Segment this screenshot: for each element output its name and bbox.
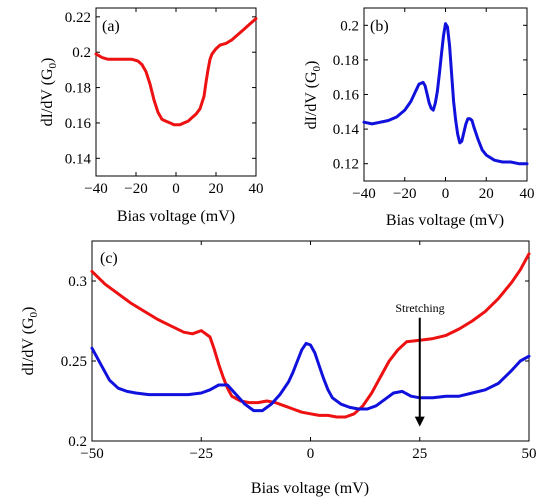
panel-a-xtick-label: 20 xyxy=(209,181,224,197)
panel-a-ylabel-close: ) xyxy=(39,58,56,63)
panel-b-ytick-label: 0.14 xyxy=(333,122,360,138)
panel-a: −40 −20 0 20 40 0.14 0.16 0.18 0.2 0.22 (a) Bias … xyxy=(39,7,264,225)
panel-a-frame xyxy=(95,7,257,177)
panel-b-label: (b) xyxy=(370,18,389,35)
panel-c-series-0-line xyxy=(90,252,531,419)
panel-b-ylabel-sub: 0 xyxy=(311,65,323,71)
panel-b-ylabel-main: dI/dV (G xyxy=(303,71,320,129)
panel-c: −50 −25 0 25 50 0.2 0.25 0.3 (c) Bias voltage (… xyxy=(20,240,537,497)
panel-c-xtick-label: 0 xyxy=(307,446,315,462)
panel-a-ytick-label: 0.22 xyxy=(65,10,91,26)
panel-a-xtick-label: 40 xyxy=(249,181,264,197)
panel-c-label: (c) xyxy=(100,250,118,267)
panel-c-series-1-line xyxy=(90,341,531,413)
panel-c-ylabel: dI/dV (G0) xyxy=(20,307,40,376)
panel-a-xtick-label: −20 xyxy=(124,181,147,197)
panel-b-xtick-label: −40 xyxy=(352,186,375,202)
panel-b-ylabel: dI/dV (G0) xyxy=(303,61,323,130)
panel-a-label: (a) xyxy=(102,18,120,35)
panel-c-ytick-label: 0.25 xyxy=(61,354,87,370)
panel-c-xtick-label: −50 xyxy=(80,446,103,462)
panel-c-xtick-label: 50 xyxy=(522,446,537,462)
panel-c-xlabel: Bias voltage (mV) xyxy=(251,480,369,497)
panel-c-series xyxy=(90,252,531,419)
panel-a-xtick-label: 0 xyxy=(172,181,180,197)
panel-b-series-0-line xyxy=(362,22,529,166)
panel-a-ytick-label: 0.2 xyxy=(72,45,91,61)
panel-b-ticks: −40 −20 0 20 40 0.12 0.14 0.16 0.18 0.2 xyxy=(333,8,535,202)
panel-a-ytick-label: 0.14 xyxy=(65,151,92,167)
panel-b-ytick-label: 0.18 xyxy=(333,53,359,69)
panel-a-ytick-label: 0.16 xyxy=(65,116,92,132)
panel-b-ytick-label: 0.2 xyxy=(340,18,359,34)
panel-c-ytick-label: 0.3 xyxy=(68,274,87,290)
panel-c-xtick-label: 25 xyxy=(412,446,427,462)
panel-b-ylabel-close: ) xyxy=(303,61,320,66)
panel-c-ytick-label: 0.2 xyxy=(68,434,87,450)
panel-a-series-0-line xyxy=(94,17,258,127)
stretching-annotation: Stretching xyxy=(395,301,444,315)
panel-c-ylabel-main: dI/dV (G xyxy=(20,317,37,375)
panel-c-ylabel-close: ) xyxy=(20,307,37,312)
panel-b-xlabel: Bias voltage (mV) xyxy=(386,212,504,229)
stretching-arrow-head xyxy=(414,416,425,427)
panel-c-ylabel-sub: 0 xyxy=(28,311,40,317)
panel-c-frame xyxy=(91,240,530,442)
panel-b-xtick-label: 20 xyxy=(479,186,494,202)
panel-a-ticks: −40 −20 0 20 40 0.14 0.16 0.18 0.2 0.22 xyxy=(65,8,264,197)
panel-b-ytick-label: 0.12 xyxy=(333,157,359,173)
panel-b-xtick-label: 40 xyxy=(520,186,535,202)
panel-b-series xyxy=(362,22,529,166)
panel-a-ytick-label: 0.18 xyxy=(65,81,91,97)
panel-a-ylabel-main: dI/dV (G xyxy=(39,68,56,126)
panel-a-ylabel-sub: 0 xyxy=(47,62,59,68)
panel-a-xlabel: Bias voltage (mV) xyxy=(117,208,235,225)
panel-a-xtick-label: −40 xyxy=(84,181,107,197)
panel-b-ytick-label: 0.16 xyxy=(333,88,360,104)
panel-a-series xyxy=(94,17,258,127)
panel-b: −40 −20 0 20 40 0.12 0.14 0.16 0.18 0.2 (b) Bias … xyxy=(303,7,535,229)
panel-c-ticks: −50 −25 0 25 50 0.2 0.25 0.3 xyxy=(61,241,537,462)
panel-b-xtick-label: 0 xyxy=(442,186,450,202)
panel-a-ylabel: dI/dV (G0) xyxy=(39,58,59,127)
panel-c-xtick-label: −25 xyxy=(190,446,213,462)
panel-b-xtick-label: −20 xyxy=(393,186,416,202)
